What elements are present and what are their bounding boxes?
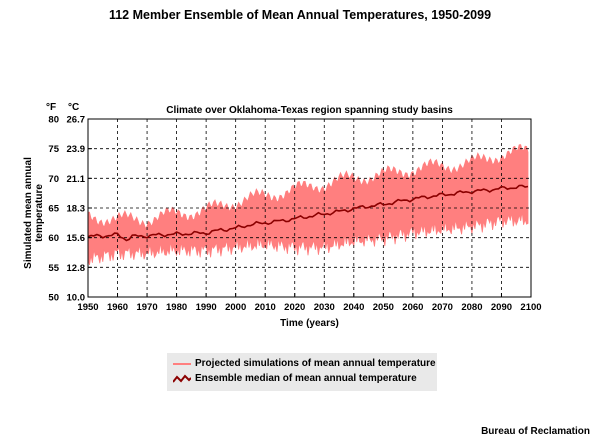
x-tick-label: 2060 xyxy=(402,302,423,313)
x-tick-label: 2080 xyxy=(461,302,482,313)
x-tick-label: 1980 xyxy=(166,302,187,313)
legend-item-median: Ensemble median of mean annual temperatu… xyxy=(167,372,417,385)
y-unit-fahrenheit: °F xyxy=(46,102,56,113)
x-tick-label: 2030 xyxy=(314,302,335,313)
x-tick-label: 2010 xyxy=(255,302,276,313)
x-tick-label: 2020 xyxy=(284,302,305,313)
legend-item-projected: Projected simulations of mean annual tem… xyxy=(167,357,436,370)
y-axis-ticks: 80 26.7 75 23.9 70 21.1 65 18.3 60 15.6 55 12.8 50 10… xyxy=(48,115,92,304)
x-axis-label: Time (years) xyxy=(280,318,339,329)
x-tick-label: 1990 xyxy=(196,302,217,313)
x-axis-ticks: 1950 1960 1970 1980 1990 2000 2010 2020 2030 2040… xyxy=(77,293,542,313)
legend-swatch-median xyxy=(173,374,191,383)
x-tick-label: 2100 xyxy=(520,302,541,313)
projected-simulations-area xyxy=(87,144,529,266)
figure-title: 112 Member Ensemble of Mean Annual Tempe… xyxy=(108,8,492,22)
source-credit: Bureau of Reclamation xyxy=(481,426,590,437)
y-unit-celsius: °C xyxy=(68,102,79,113)
grid-lines xyxy=(88,119,531,297)
legend-label-projected: Projected simulations of mean annual tem… xyxy=(195,358,436,369)
plot-title: Climate over Oklahoma-Texas region spann… xyxy=(166,105,453,116)
y-tick-label-celsius: 12.8 xyxy=(67,263,86,274)
ensemble-spread-band xyxy=(87,144,529,266)
y-tick-label-celsius: 10.0 xyxy=(67,293,86,304)
y-tick-label-fahrenheit: 55 xyxy=(48,263,59,274)
y-tick-label-fahrenheit: 65 xyxy=(48,204,59,215)
y-tick-label-fahrenheit: 80 xyxy=(48,115,59,126)
y-tick-label-fahrenheit: 60 xyxy=(48,233,59,244)
x-tick-label: 2050 xyxy=(373,302,394,313)
legend-swatch-projected xyxy=(173,362,191,365)
x-tick-label: 1950 xyxy=(77,302,98,313)
y-tick-label-fahrenheit: 70 xyxy=(48,174,59,185)
median-line xyxy=(87,184,529,242)
y-tick-label-celsius: 18.3 xyxy=(67,204,86,215)
y-axis-label: Simulated mean annualtemperature xyxy=(23,157,45,269)
y-tick-label-celsius: 21.1 xyxy=(67,174,86,185)
x-tick-label: 2040 xyxy=(343,302,364,313)
y-tick-label-celsius: 23.9 xyxy=(67,144,86,155)
x-tick-label: 1970 xyxy=(136,302,157,313)
x-tick-label: 2090 xyxy=(491,302,512,313)
y-tick-label-fahrenheit: 50 xyxy=(48,293,59,304)
legend: Projected simulations of mean annual tem… xyxy=(167,353,437,391)
median-series xyxy=(87,184,529,242)
y-tick-label-celsius: 15.6 xyxy=(67,233,86,244)
y-tick-label-fahrenheit: 75 xyxy=(48,144,59,155)
x-tick-label: 2000 xyxy=(225,302,246,313)
x-tick-label: 1960 xyxy=(107,302,128,313)
legend-label-median: Ensemble median of mean annual temperatu… xyxy=(195,373,417,384)
y-tick-label-celsius: 26.7 xyxy=(67,115,86,126)
x-tick-label: 2070 xyxy=(432,302,453,313)
